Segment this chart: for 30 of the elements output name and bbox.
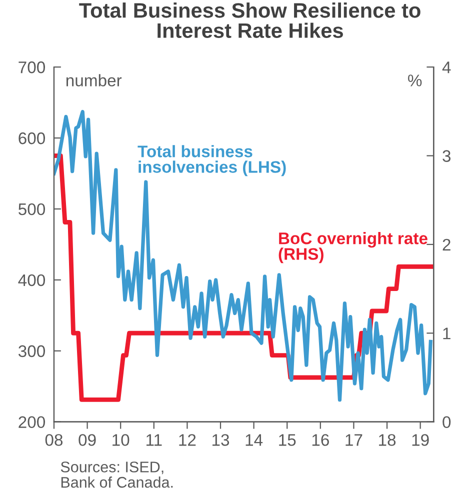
source-note: Sources: ISED, Bank of Canada.	[60, 462, 173, 488]
x-tick-label: 08	[45, 434, 63, 446]
y2-tick-label: 0	[442, 416, 451, 428]
y-tick-label: 600	[18, 132, 46, 144]
x-tick-label: 12	[179, 434, 196, 446]
y-tick-label: 400	[18, 274, 46, 286]
y-tick-label: 700	[18, 61, 46, 74]
y-tick-label: 200	[18, 416, 46, 428]
x-tick-label: 18	[379, 434, 396, 446]
x-tick-label: 11	[146, 434, 162, 446]
x-tick-label: 15	[279, 434, 296, 446]
chart-title: Total Business Show Resilience to Interest Rate Hikes	[79, 2, 420, 38]
series-label: BoC overnight rate (RHS)	[278, 232, 428, 264]
y-tick-label: 500	[18, 203, 46, 216]
x-tick-label: 10	[112, 434, 130, 446]
y-axis-title: number	[66, 74, 122, 86]
y-tick-label: 300	[18, 345, 46, 358]
y2-axis-title: %	[408, 74, 422, 86]
y2-tick-label: 2	[442, 238, 450, 250]
y2-tick-label: 1	[443, 328, 450, 340]
series-label: Total business insolvencies (LHS)	[138, 145, 286, 176]
x-tick-label: 16	[312, 434, 329, 446]
x-tick-label: 14	[246, 434, 263, 446]
x-tick-label: 13	[212, 434, 230, 446]
y2-tick-label: 4	[442, 62, 451, 74]
x-tick-label: 17	[346, 434, 362, 446]
line-series	[54, 110, 432, 402]
x-tick-label: 09	[78, 434, 96, 446]
x-tick-label: 19	[412, 434, 429, 446]
y2-tick-label: 3	[442, 150, 451, 162]
